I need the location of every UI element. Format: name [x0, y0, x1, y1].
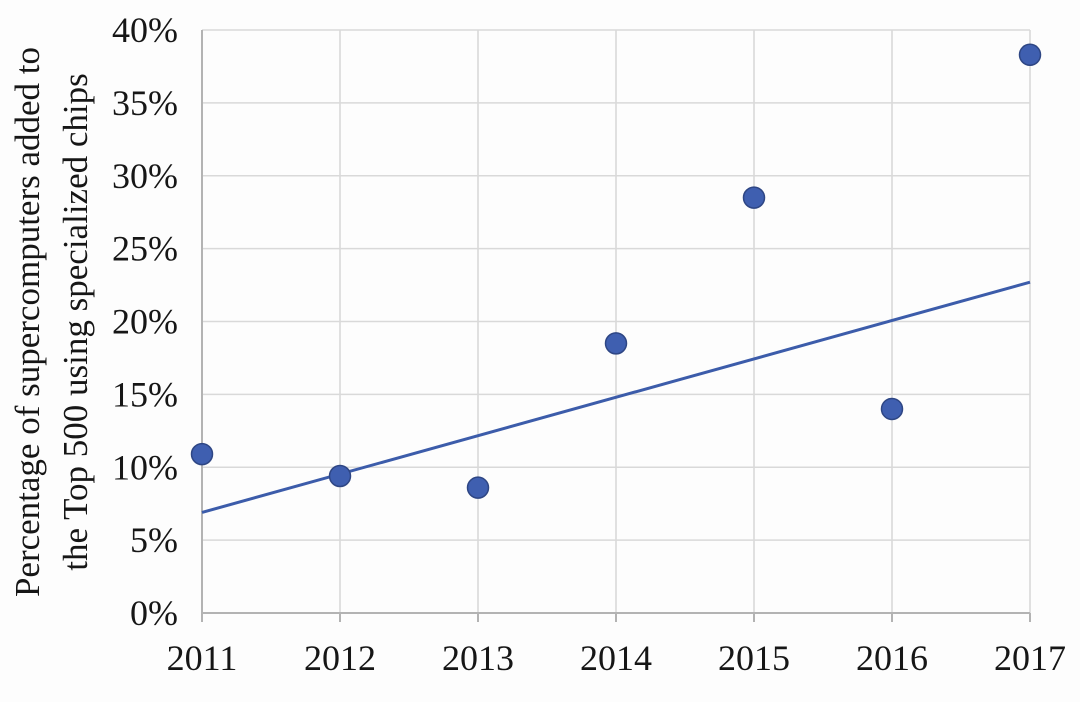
y-tick-label: 15% — [112, 374, 178, 414]
data-point — [328, 464, 352, 488]
data-point — [190, 442, 214, 466]
y-tick-label: 10% — [112, 447, 178, 487]
x-tick-label: 2014 — [580, 638, 652, 678]
x-tick-label: 2013 — [442, 638, 514, 678]
y-tick-label: 40% — [112, 10, 178, 50]
data-point — [742, 186, 766, 209]
x-tick-label: 2011 — [167, 638, 238, 678]
y-tick-label: 35% — [112, 83, 178, 123]
y-tick-label: 5% — [130, 520, 178, 560]
x-tick-label: 2017 — [994, 638, 1066, 678]
data-point — [1018, 43, 1042, 67]
data-point — [604, 332, 628, 355]
y-tick-label: 20% — [112, 302, 178, 342]
y-tick-label: 25% — [112, 229, 178, 269]
x-tick-label: 2016 — [856, 638, 928, 678]
x-tick-label: 2012 — [304, 638, 376, 678]
x-tick-label: 2015 — [718, 638, 790, 678]
data-point — [880, 397, 904, 421]
y-tick-label: 0% — [130, 593, 178, 633]
y-tick-label: 30% — [112, 156, 178, 196]
data-point — [466, 476, 490, 499]
